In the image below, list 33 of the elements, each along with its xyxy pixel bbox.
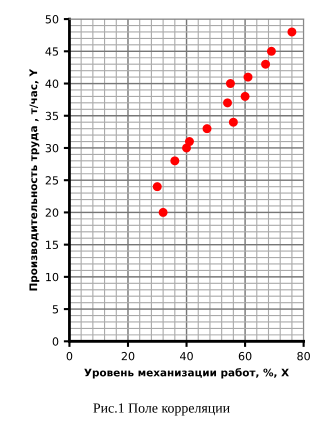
y-tick-label: 35 <box>46 112 58 120</box>
point <box>202 124 212 134</box>
point <box>240 92 250 101</box>
x-tick-label: 60 <box>238 352 252 360</box>
point <box>261 60 270 69</box>
y-tick-label: 20 <box>46 208 58 217</box>
point <box>226 79 235 88</box>
point <box>266 46 276 56</box>
point <box>170 156 180 166</box>
y-tick-label: 40 <box>45 80 58 88</box>
x-tick-label: 20 <box>122 352 134 360</box>
x-tick-label: 0 <box>66 352 72 360</box>
y-tick-label: 30 <box>46 144 58 152</box>
point <box>184 137 194 146</box>
y-tick-label: 5 <box>52 305 58 314</box>
point <box>152 182 162 192</box>
y-tick-label: 45 <box>45 47 58 56</box>
point <box>287 27 296 36</box>
text: Рис.1 Поле корреляции <box>93 403 230 416</box>
y-tick-label: 15 <box>46 240 58 250</box>
x-tick-label: 40 <box>180 352 193 360</box>
point <box>158 208 168 217</box>
y-tick-label: 25 <box>46 176 58 185</box>
y-tick-label: 10 <box>46 272 58 282</box>
point <box>244 72 252 82</box>
y-tick-label: 0 <box>52 337 58 346</box>
point <box>223 98 232 108</box>
point <box>228 118 238 127</box>
point <box>182 143 192 152</box>
y-axis-title: Производительность труда , т/час, Y <box>29 68 40 290</box>
x-tick-label: 80 <box>297 352 310 360</box>
x-axis-title: Уровень механизации работ, %, X <box>84 368 289 378</box>
y-tick-label: 50 <box>46 15 58 24</box>
